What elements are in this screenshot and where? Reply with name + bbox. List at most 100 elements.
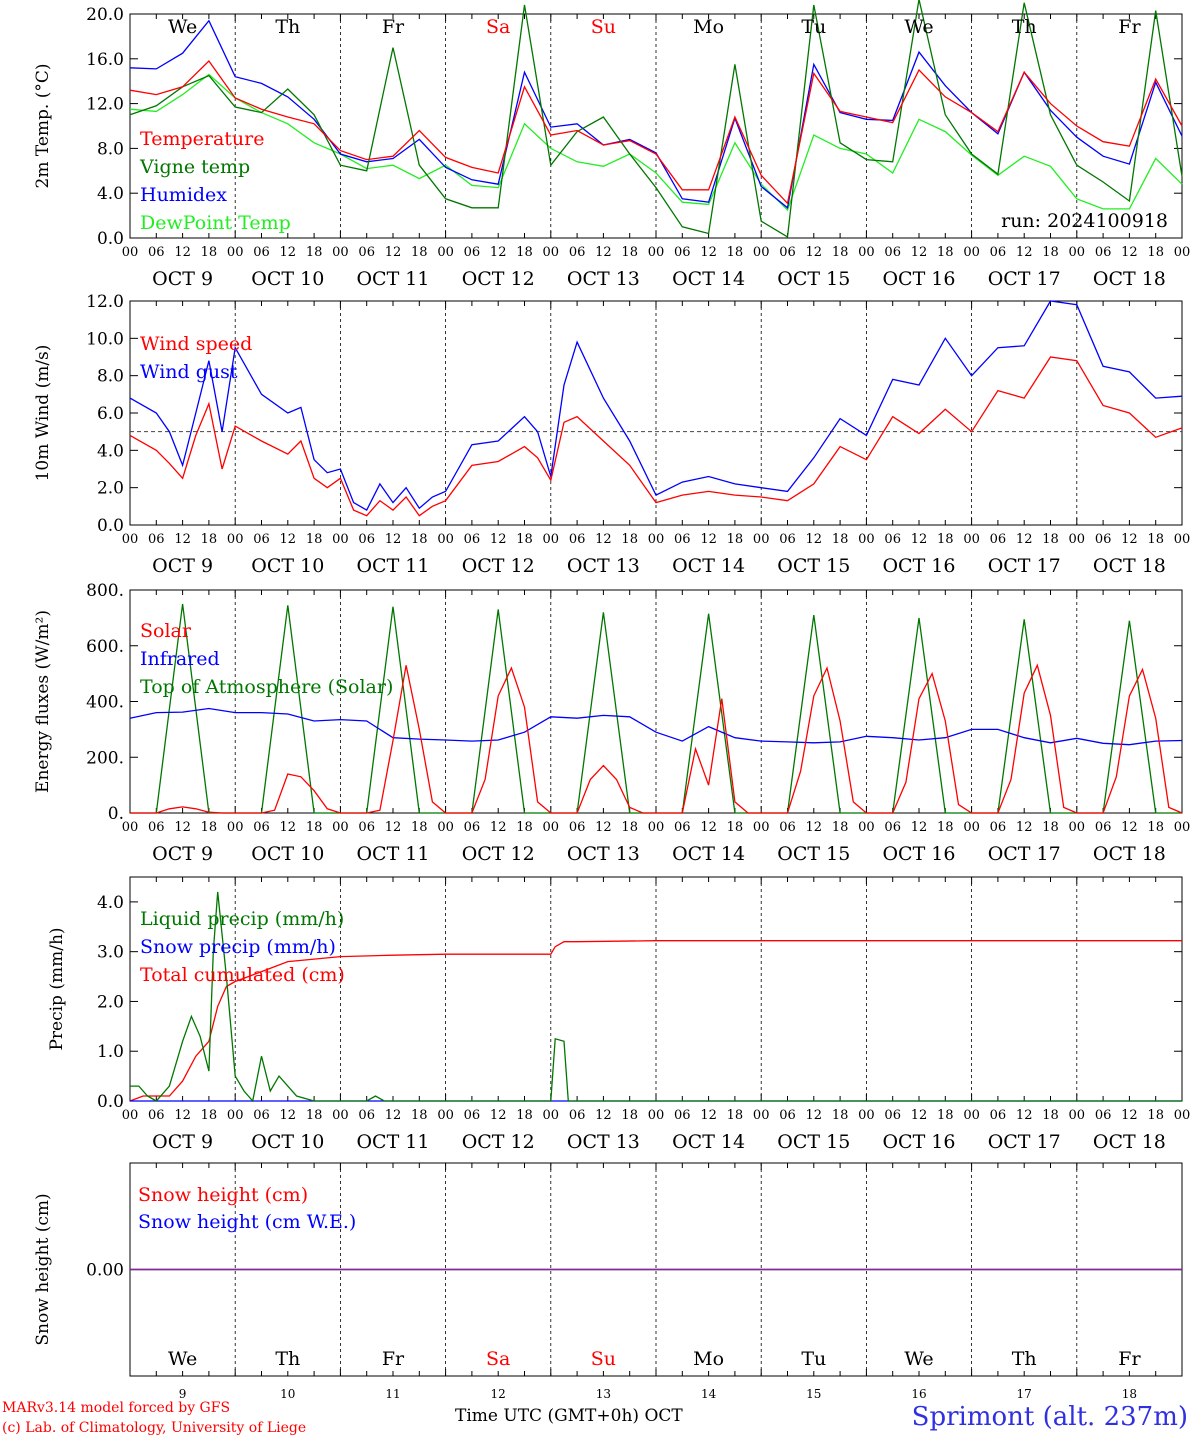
hour-label: 12 [1016, 532, 1033, 547]
date-label: OCT 15 [777, 555, 850, 577]
hour-label: 18 [306, 532, 323, 547]
panel-3: 0. 200. 400. 600. 800. Energy fluxes (W/m²) So… [33, 581, 1190, 865]
hour-label: 06 [884, 245, 901, 260]
hour-label: 06 [779, 532, 796, 547]
hour-label: 12 [280, 532, 297, 547]
series-line-dewpoint-temp [129, 73, 1183, 212]
date-number: 18 [1122, 1387, 1137, 1401]
hour-label: 12 [1121, 245, 1138, 260]
hour-label: 06 [990, 820, 1007, 835]
hour-label: 18 [516, 820, 533, 835]
legend-entry: Solar [140, 620, 192, 642]
y-tick-label: 1.0 [97, 1042, 124, 1062]
y-axis-label: 10m Wind (m/s) [33, 345, 53, 482]
date-label: OCT 18 [1093, 555, 1166, 577]
date-label: OCT 10 [251, 1131, 324, 1153]
hour-label: 06 [253, 245, 270, 260]
date-label: OCT 13 [567, 268, 640, 290]
series-line-infrared [129, 707, 1183, 746]
hour-label: 12 [806, 245, 823, 260]
panel-5: 0.00 Snow height (cm) Snow height (cm) Snow… [33, 1162, 1183, 1377]
station-name: Sprimont (alt. 237m) [911, 1402, 1188, 1432]
hour-label: 06 [358, 245, 375, 260]
hour-label: 12 [174, 820, 191, 835]
y-axis-label: Precip (mm/h) [47, 927, 67, 1050]
hour-label: 12 [280, 1108, 297, 1123]
date-label: OCT 10 [251, 843, 324, 865]
hour-label: 18 [306, 820, 323, 835]
hour-label: 18 [727, 245, 744, 260]
hour-label: 00 [122, 245, 139, 260]
date-label: OCT 9 [152, 843, 213, 865]
hour-label: 00 [963, 245, 980, 260]
hour-label: 00 [648, 245, 665, 260]
hour-label: 00 [543, 532, 560, 547]
y-tick-label: 3.0 [97, 943, 124, 963]
weekday-label: Th [1012, 1348, 1037, 1370]
hour-label: 06 [779, 245, 796, 260]
y-tick-label: 4.0 [97, 893, 124, 913]
hour-label: 12 [911, 820, 928, 835]
hour-label: 00 [648, 1108, 665, 1123]
date-label: OCT 17 [988, 1131, 1061, 1153]
y-tick-label: 0. [108, 804, 124, 824]
legend-entry: Liquid precip (mm/h) [140, 908, 344, 930]
series-line-top-of-atmosphere-solar [130, 603, 1182, 814]
hour-label: 06 [358, 532, 375, 547]
hour-label: 18 [937, 820, 954, 835]
hour-label: 12 [490, 532, 507, 547]
weekday-label: Sa [486, 16, 510, 38]
hour-label: 18 [1042, 245, 1059, 260]
hour-label: 18 [1042, 532, 1059, 547]
hour-label: 12 [280, 820, 297, 835]
hour-label: 12 [1016, 1108, 1033, 1123]
hour-label: 00 [437, 1108, 454, 1123]
hour-label: 06 [884, 532, 901, 547]
date-label: OCT 16 [882, 555, 955, 577]
date-label: OCT 15 [777, 843, 850, 865]
hour-label: 12 [595, 820, 612, 835]
hour-label: 18 [516, 532, 533, 547]
hour-label: 06 [569, 532, 586, 547]
hour-label: 12 [490, 820, 507, 835]
hour-label: 18 [411, 245, 428, 260]
hour-label: 18 [937, 532, 954, 547]
hour-label: 06 [1095, 532, 1112, 547]
date-label: OCT 13 [567, 555, 640, 577]
date-label: OCT 9 [152, 555, 213, 577]
y-tick-label: 16.0 [86, 50, 124, 70]
hour-label: 00 [648, 532, 665, 547]
hour-label: 18 [516, 245, 533, 260]
series-line-total-cumulated-cm [129, 940, 1182, 1102]
hour-label: 18 [832, 1108, 849, 1123]
hour-label: 12 [1016, 820, 1033, 835]
hour-label: 12 [806, 820, 823, 835]
date-number: 9 [179, 1387, 187, 1401]
hour-label: 18 [1147, 532, 1164, 547]
hour-label: 18 [201, 245, 218, 260]
series-line-solar [130, 663, 1183, 814]
legend-entry: Total cumulated (cm) [140, 964, 345, 986]
date-number: 17 [1017, 1387, 1032, 1401]
y-axis-label: Energy fluxes (W/m²) [33, 610, 53, 793]
hour-label: 06 [1095, 245, 1112, 260]
date-number: 15 [806, 1387, 821, 1401]
date-label: OCT 14 [672, 268, 745, 290]
hour-label: 00 [1069, 820, 1086, 835]
hour-label: 06 [464, 532, 481, 547]
date-label: OCT 10 [251, 555, 324, 577]
hour-label: 00 [753, 1108, 770, 1123]
weekday-label: Su [591, 1348, 616, 1370]
y-tick-label: 8.0 [97, 139, 124, 159]
date-label: OCT 17 [988, 843, 1061, 865]
y-tick-label: 10.0 [86, 329, 124, 349]
x-axis-title: Time UTC (GMT+0h) OCT [455, 1406, 683, 1426]
weekday-label: We [904, 16, 933, 38]
y-axis-label: 2m Temp. (°C) [33, 63, 53, 188]
y-tick-label: 2.0 [97, 992, 124, 1012]
hour-label: 06 [779, 820, 796, 835]
hour-label: 00 [227, 245, 244, 260]
hour-label: 06 [990, 532, 1007, 547]
panel-frame [129, 13, 1183, 239]
weekday-label: Th [1012, 16, 1037, 38]
